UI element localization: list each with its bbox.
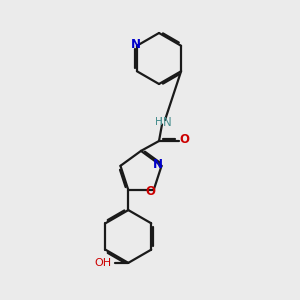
Text: H: H (154, 117, 162, 127)
Text: H: H (154, 117, 162, 127)
Text: N: N (153, 158, 163, 171)
Text: OH: OH (94, 258, 111, 268)
Text: O: O (145, 185, 155, 198)
Text: N: N (163, 116, 172, 129)
Text: N: N (130, 38, 140, 51)
Text: O: O (179, 133, 189, 146)
